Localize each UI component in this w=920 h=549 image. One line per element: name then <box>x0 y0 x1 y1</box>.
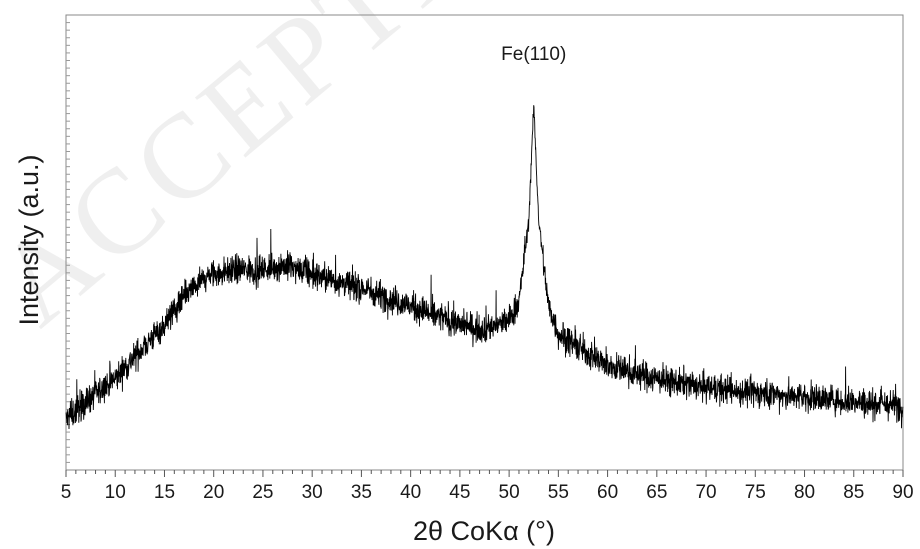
x-axis-tick-labels: 5 10 15 20 25 30 35 40 45 50 55 60 65 70 75 80 85 90 <box>61 482 914 503</box>
x-tick-label: 60 <box>597 482 618 503</box>
x-tick-label: 65 <box>646 482 667 503</box>
series-line <box>65 105 904 430</box>
x-tick-label: 75 <box>745 482 766 503</box>
x-tick-label: 80 <box>794 482 815 503</box>
x-tick-label: 70 <box>695 482 716 503</box>
x-tick-label: 40 <box>400 482 421 503</box>
x-tick-label: 5 <box>61 482 72 503</box>
x-tick-label: 45 <box>449 482 470 503</box>
y-axis-title: Intensity (a.u.) <box>14 154 44 325</box>
annotation-fe110: Fe(110) <box>501 44 566 65</box>
x-tick-label: 50 <box>499 482 520 503</box>
x-tick-label: 25 <box>252 482 273 503</box>
x-tick-label: 15 <box>154 482 175 503</box>
x-tick-label: 20 <box>203 482 224 503</box>
x-tick-label: 35 <box>351 482 372 503</box>
x-tick-label: 90 <box>892 482 913 503</box>
y-minor-ticks <box>66 22 70 463</box>
x-axis-title: 2θ CoKα (°) <box>413 516 555 546</box>
x-axis-ticks <box>65 470 904 477</box>
x-tick-label: 30 <box>302 482 323 503</box>
watermark: ACCEPTED <box>0 0 568 350</box>
x-tick-label: 85 <box>843 482 864 503</box>
x-tick-label: 55 <box>548 482 569 503</box>
series-xrd-pattern <box>65 105 904 430</box>
x-tick-label: 10 <box>105 482 126 503</box>
